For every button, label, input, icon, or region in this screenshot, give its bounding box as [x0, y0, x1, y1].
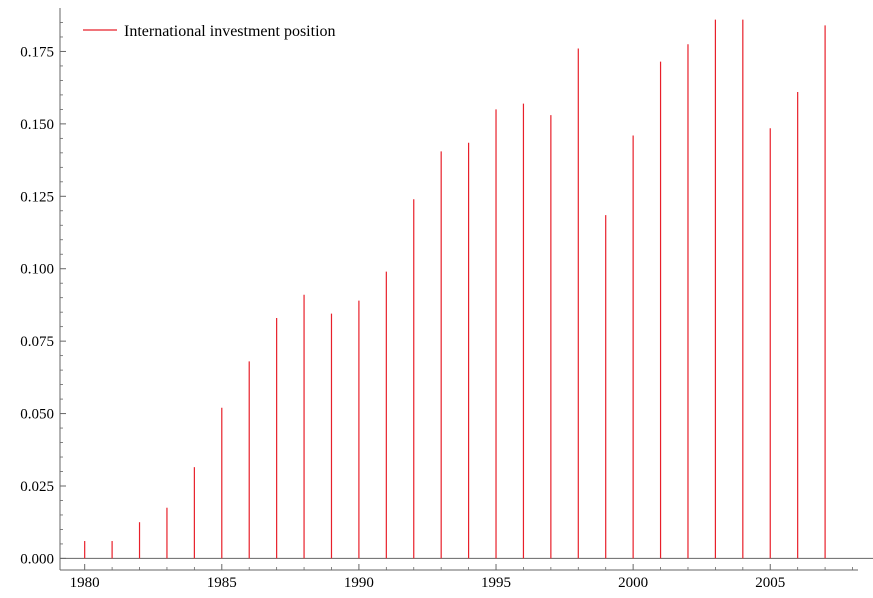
legend: International investment position: [83, 23, 336, 40]
y-axis: 0.000 0.025 0.050 0.075 0.100 0.125 0.150 0.175: [20, 22, 66, 567]
y-tick-label: 0.050: [20, 407, 54, 423]
y-tick-label: 0.100: [20, 262, 54, 278]
x-tick-label: 1995: [481, 575, 511, 591]
x-axis: 1980 1985 1990 1995 2000 2005: [70, 564, 853, 591]
series-international-investment-position: [84, 19, 826, 559]
legend-label: International investment position: [124, 23, 336, 40]
x-tick-label: 1985: [207, 575, 237, 591]
y-tick-label: 0.075: [20, 334, 54, 350]
y-tick-label: 0.000: [20, 551, 54, 567]
x-tick-label: 2000: [618, 575, 648, 591]
x-tick-label: 1980: [70, 575, 100, 591]
x-tick-label: 1990: [344, 575, 374, 591]
y-tick-label: 0.150: [20, 117, 54, 133]
y-tick-label: 0.125: [20, 189, 54, 205]
y-tick-label: 0.175: [20, 44, 54, 60]
axes: [59, 8, 873, 571]
x-tick-label: 2005: [755, 575, 785, 591]
y-tick-label: 0.025: [20, 479, 54, 495]
